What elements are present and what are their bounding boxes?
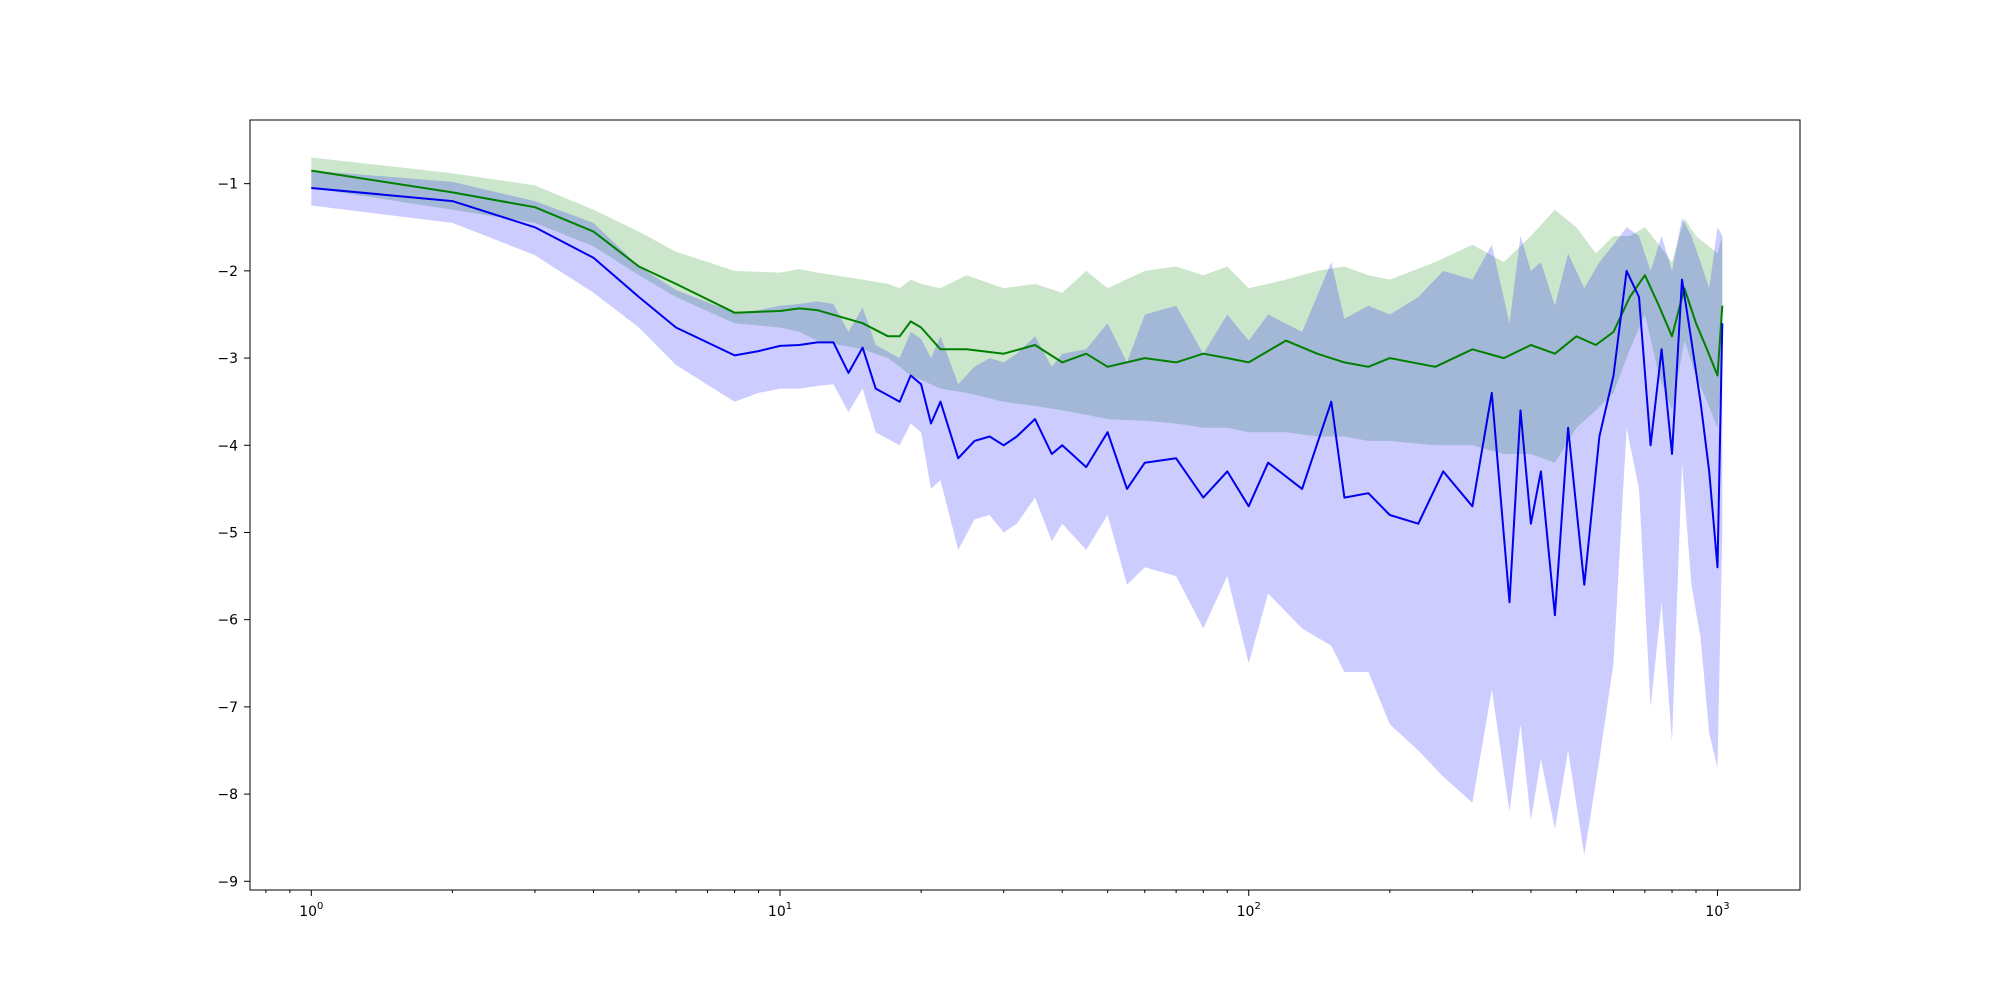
x-tick-label: 100 xyxy=(299,901,323,920)
x-tick-label: 101 xyxy=(768,901,792,920)
series-1-band xyxy=(311,170,1723,856)
x-axis: 100 101 102 103 xyxy=(265,890,1730,920)
x-tick-label: 102 xyxy=(1237,901,1261,920)
y-tick-label: −5 xyxy=(217,525,238,541)
series-1-line xyxy=(311,187,1724,617)
y-tick-label: −4 xyxy=(217,438,238,454)
y-axis: −1 −2 −3 −4 −5 −6 −7 −8 −9 xyxy=(217,177,250,890)
y-tick-label: −7 xyxy=(217,700,238,716)
x-tick-label: 103 xyxy=(1705,901,1729,920)
axes-frame xyxy=(249,119,1801,891)
y-tick-label: −1 xyxy=(217,177,238,193)
y-tick-label: −3 xyxy=(217,351,238,367)
y-tick-label: −6 xyxy=(217,613,238,629)
plot-area xyxy=(311,157,1724,856)
series-0-band xyxy=(311,157,1723,463)
y-tick-label: −8 xyxy=(217,787,238,803)
series-0-line xyxy=(311,169,1724,377)
y-tick-label: −9 xyxy=(217,874,238,890)
y-tick-label: −2 xyxy=(217,264,238,280)
